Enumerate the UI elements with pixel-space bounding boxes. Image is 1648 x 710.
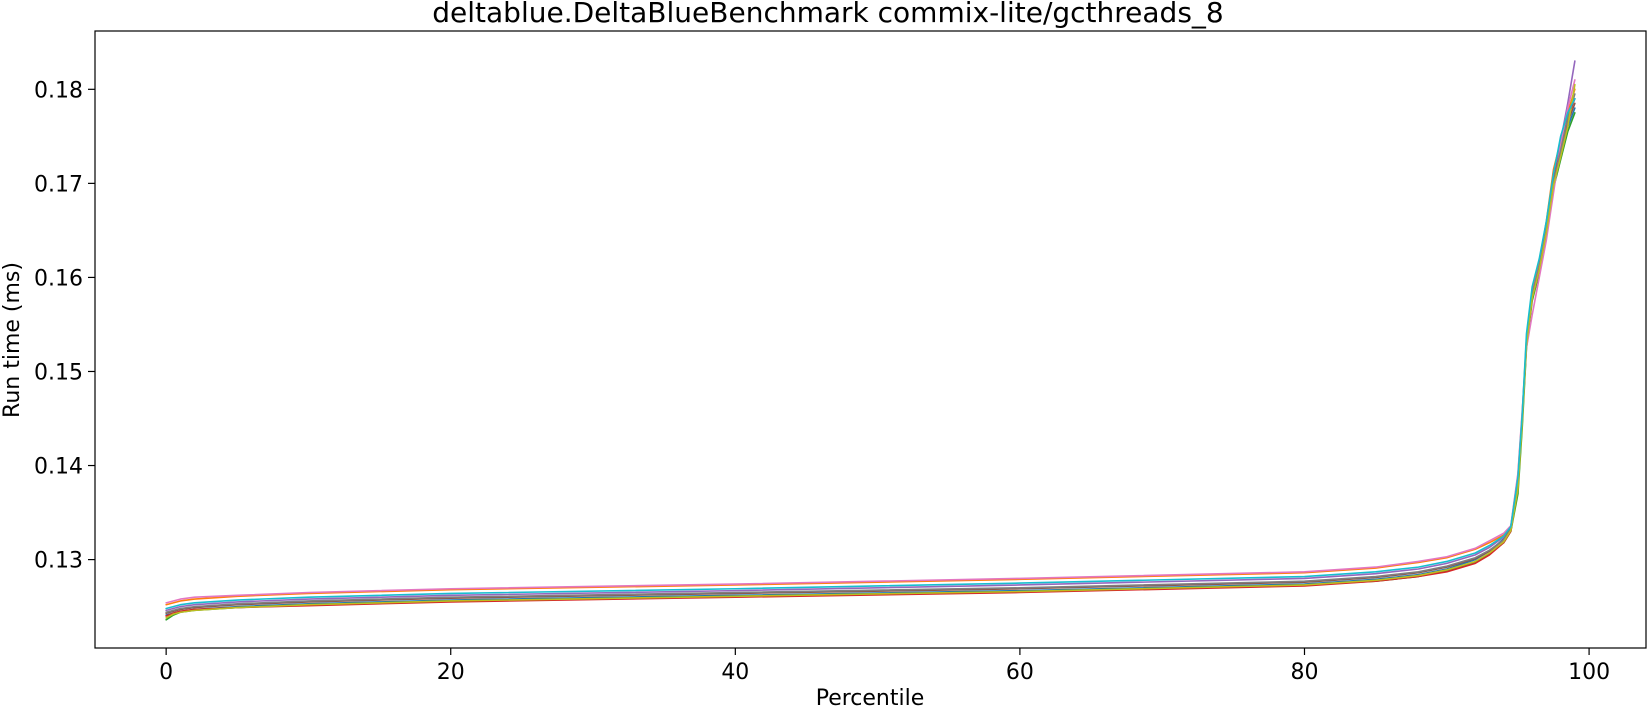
y-tick-label: 0.15 [34,360,83,385]
y-tick-label: 0.17 [34,172,83,197]
series-line-3 [165,112,1576,621]
series-line-8 [165,93,1576,614]
series-line-6 [165,102,1576,614]
y-axis: 0.13 0.14 0.15 0.16 0.17 0.18 [34,78,95,574]
x-tick-label: 80 [1290,660,1318,685]
series-line-4 [165,97,1576,617]
series-line-2 [165,88,1576,606]
y-axis-label: Run time (ms) [0,262,25,418]
y-tick-label: 0.14 [34,455,83,480]
x-tick-label: 100 [1568,660,1610,685]
y-tick-label: 0.18 [34,78,83,103]
x-tick-label: 20 [437,660,465,685]
series-line-7 [165,79,1576,604]
plot-frame [94,30,1647,649]
y-tick-label: 0.16 [34,266,83,291]
y-tick-label: 0.13 [34,549,83,574]
series-line-9 [165,83,1576,619]
series-layer [165,60,1576,621]
x-axis: 0 20 40 60 80 100 [159,648,1610,685]
chart-title: deltablue.DeltaBlueBenchmark commix-lite… [432,0,1223,29]
x-axis-label: Percentile [816,686,925,710]
series-line-1 [165,107,1576,616]
series-line-10 [165,97,1576,610]
series-line-5 [165,60,1576,612]
x-tick-label: 60 [1006,660,1034,685]
x-tick-label: 0 [159,660,173,685]
x-tick-label: 40 [721,660,749,685]
